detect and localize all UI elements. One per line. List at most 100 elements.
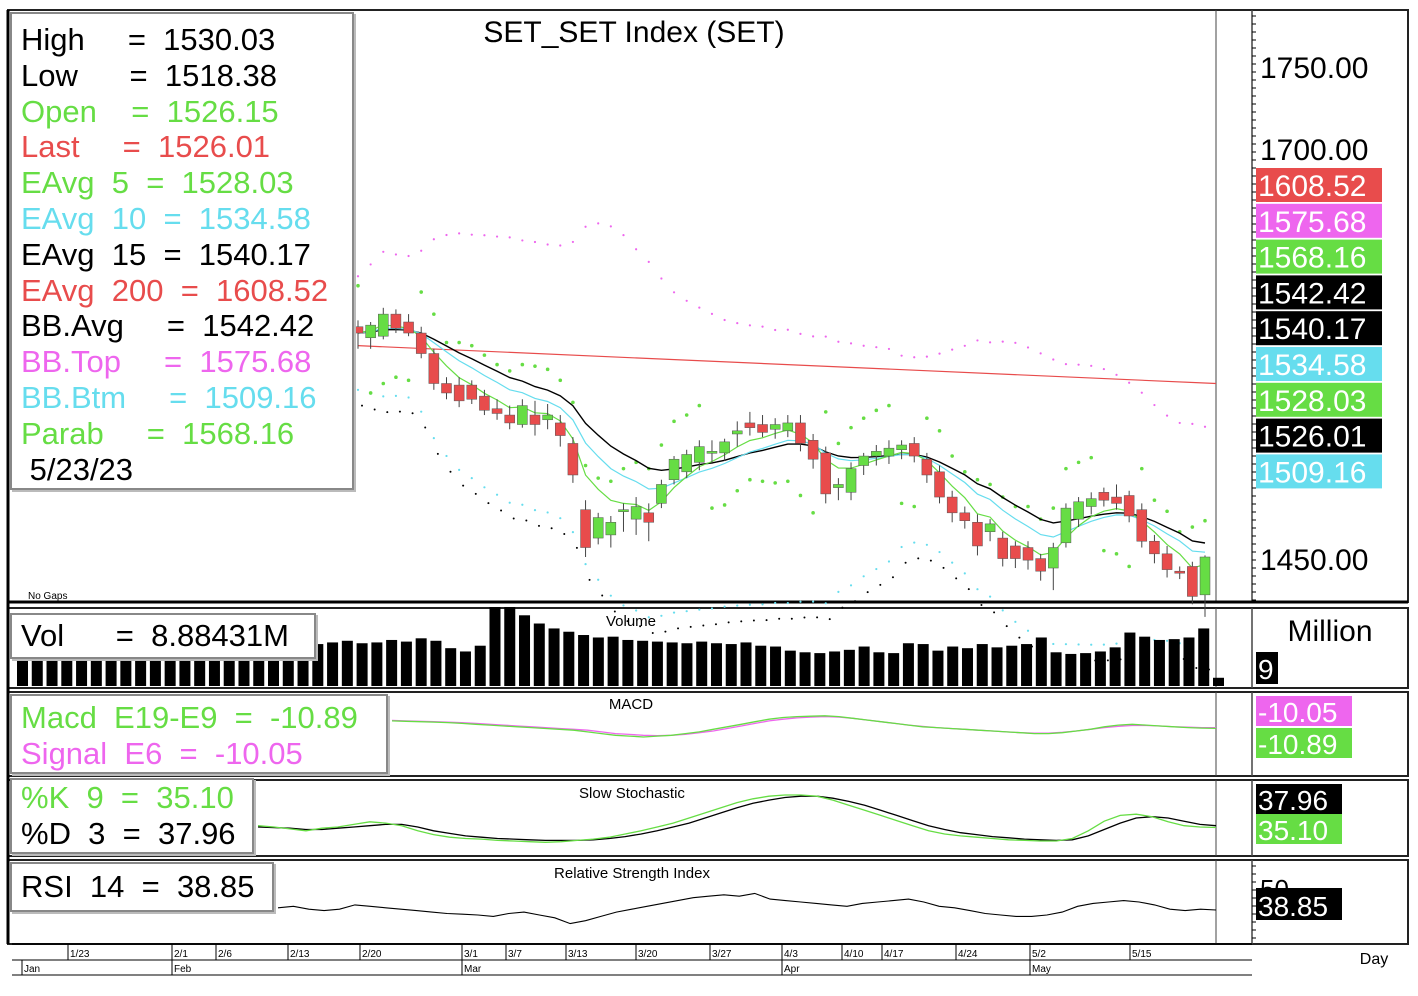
parab-dot: [912, 504, 917, 509]
bb-top-dot: [698, 306, 701, 309]
candle-body: [555, 422, 566, 436]
volume-bar: [268, 644, 280, 686]
candle-body: [668, 458, 680, 480]
volume-bar: [1168, 639, 1180, 686]
bb-avg-dot: [512, 517, 515, 520]
bb-top-dot: [938, 352, 941, 355]
parab-dot: [786, 479, 790, 484]
macd-line: [391, 715, 1217, 738]
no-gaps-note: No Gaps: [28, 591, 67, 602]
bb-top-dot: [508, 236, 511, 239]
bb-btm-dot: [685, 610, 688, 613]
bb-btm-dot: [1102, 643, 1105, 646]
candle-body: [542, 414, 553, 421]
bb-avg-dot: [891, 576, 894, 579]
bb-btm-dot: [1077, 643, 1080, 646]
volume-bar: [622, 639, 634, 686]
bb-top-dot: [1026, 346, 1030, 349]
bb-btm-dot: [799, 600, 802, 603]
volume-bar: [459, 651, 471, 686]
month-label-0: Jan: [24, 964, 40, 975]
volume-bar: [386, 639, 398, 686]
parab-dot: [419, 290, 424, 294]
bb-avg-dot: [955, 577, 958, 580]
volume-title: Volume: [606, 613, 656, 630]
bb-avg-dot: [866, 591, 869, 594]
volume-bar: [902, 643, 914, 686]
parab-dot: [1165, 509, 1169, 514]
stochastic-title: Slow Stochastic: [579, 785, 685, 802]
volume-bar: [563, 631, 575, 686]
macd-title: MACD: [609, 696, 653, 713]
price-tag-bg-2: [1256, 239, 1382, 274]
bb-top-dot: [837, 340, 840, 343]
bb-avg-dot: [487, 502, 490, 505]
volume-bar: [1109, 647, 1121, 686]
volume-bar: [31, 636, 43, 686]
candle-body: [782, 422, 794, 432]
parab-dot: [672, 419, 676, 424]
candle-body: [1060, 507, 1072, 544]
parab-dot: [773, 481, 777, 485]
volume-bar: [1198, 628, 1210, 686]
volume-bar: [223, 649, 235, 686]
bb-top-dot: [887, 347, 891, 351]
candle-body: [744, 422, 756, 428]
parab-dot: [937, 429, 942, 433]
bb-avg-dot: [474, 492, 477, 495]
parab-dot: [444, 340, 449, 345]
parab-dot: [722, 503, 727, 507]
volume-bar: [755, 645, 767, 686]
bb-top-dot: [862, 344, 865, 347]
volume-bar: [297, 643, 309, 686]
candle-body: [352, 326, 364, 334]
bb-top-dot: [1064, 363, 1068, 366]
volume-bar: [592, 637, 604, 686]
parab-dot: [710, 506, 714, 510]
price-tag-3: 1542.42: [1258, 277, 1366, 310]
volume-bar: [710, 643, 722, 686]
stoch-tag-0: 37.96: [1258, 785, 1328, 816]
volume-bar: [105, 634, 117, 686]
bb-top-dot: [445, 233, 448, 237]
bb-avg-dot: [639, 625, 642, 628]
parab-dot: [899, 501, 904, 506]
info-row-9: BB.Top = 1575.68: [21, 344, 312, 380]
volume-bar: [932, 650, 944, 686]
stochastic-info-box: %K 9 = 35.10 %D 3 = 37.96: [10, 778, 254, 854]
volume-info-box: Vol = 8.88431M: [10, 613, 316, 659]
volume-bar: [194, 637, 206, 686]
candle-body: [858, 455, 869, 466]
stoch-tag-bg-1: [1256, 814, 1342, 844]
candle-body: [491, 408, 503, 414]
day-label-8: 3/20: [638, 949, 658, 960]
day-label-11: 4/10: [844, 949, 864, 960]
volume-bar: [829, 651, 841, 686]
volume-bar: [208, 636, 220, 686]
candle-body: [871, 451, 882, 457]
bb-btm-dot: [1026, 629, 1030, 632]
volume-bar: [1094, 651, 1106, 686]
bb-top-dot: [913, 356, 916, 359]
volume-bar: [282, 645, 294, 686]
candle-body: [453, 384, 465, 402]
volume-bar: [917, 644, 929, 686]
bb-btm-dot: [1014, 620, 1017, 623]
bb-avg-dot: [500, 509, 503, 512]
bb-avg-dot: [1195, 667, 1198, 670]
bb-btm-dot: [824, 602, 827, 605]
bb-avg-dot: [1018, 636, 1021, 639]
bb-btm-dot: [900, 545, 903, 549]
bb-top-dot: [988, 341, 992, 344]
parab-dot: [457, 340, 461, 345]
candle-body: [605, 522, 617, 536]
macd-tag-0: -10.05: [1258, 697, 1337, 728]
bb-top-dot: [369, 263, 372, 266]
price-tag-4: 1540.17: [1258, 313, 1366, 346]
bb-btm-dot: [938, 550, 941, 554]
bb-top-dot: [1191, 422, 1194, 425]
price-tag-bg-1: [1256, 203, 1382, 238]
bb-top-dot: [812, 335, 815, 338]
bb-avg-dot: [702, 624, 705, 627]
